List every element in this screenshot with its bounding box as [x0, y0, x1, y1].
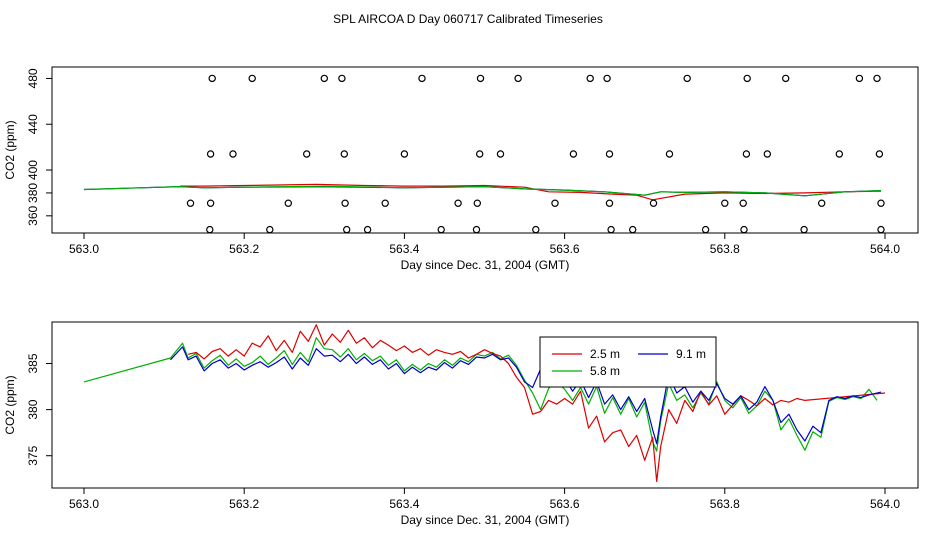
- calibration-point: [208, 74, 216, 83]
- calibration-point: [665, 150, 674, 158]
- calibration-point: [603, 74, 611, 83]
- y-tick-label: 380: [26, 399, 40, 419]
- plot-frame: [51, 66, 919, 234]
- calibration-point: [437, 225, 445, 234]
- series-line-5-8-m: [83, 185, 882, 197]
- calibration-point: [266, 225, 274, 234]
- calibration-point: [381, 199, 389, 207]
- y-tick-label: 375: [26, 445, 40, 465]
- x-axis-label: Day since Dec. 31, 2004 (GMT): [401, 513, 570, 527]
- calibration-point: [877, 199, 885, 207]
- legend-label: 9.1 m: [676, 347, 706, 361]
- y-axis-label: CO2 (ppm): [3, 375, 17, 434]
- x-tick-label: 563.8: [710, 242, 740, 256]
- x-tick-label: 563.6: [550, 242, 580, 256]
- calibration-point: [400, 150, 409, 158]
- calibration-point: [740, 225, 748, 234]
- calibration-point: [206, 199, 215, 207]
- calibration-point: [586, 74, 594, 83]
- x-tick-label: 563.2: [229, 497, 259, 511]
- calibration-point: [782, 74, 790, 83]
- calibration-point: [284, 199, 292, 207]
- calibration-point: [629, 225, 637, 234]
- series-line-2-5-m: [180, 183, 882, 201]
- chart-title: SPL AIRCOA D Day 060717 Calibrated Times…: [333, 12, 603, 26]
- calibration-point: [818, 199, 826, 207]
- series-line-5-8-m: [83, 337, 878, 452]
- calibration-point: [605, 150, 614, 158]
- y-tick-label: 480: [26, 68, 40, 88]
- calibration-point: [739, 199, 747, 207]
- calibration-point: [514, 74, 522, 83]
- y-tick-label: 380: [26, 183, 40, 203]
- legend-label: 5.8 m: [590, 364, 620, 378]
- x-tick-label: 563.0: [69, 242, 99, 256]
- x-tick-label: 563.4: [389, 242, 419, 256]
- calibration-point: [418, 74, 426, 83]
- y-tick-label: 360: [26, 205, 40, 225]
- calibration-point: [496, 150, 505, 158]
- calibration-point: [873, 74, 881, 83]
- y-tick-label: 440: [26, 114, 40, 134]
- calibration-point: [607, 225, 615, 234]
- calibration-point: [320, 74, 328, 83]
- x-tick-label: 563.6: [550, 497, 580, 511]
- calibration-point: [721, 199, 729, 207]
- bottom-panel: 563.0 563.2 563.4 563.6 563.8 564.0 Day since …: [3, 321, 919, 527]
- x-tick-label: 563.0: [69, 497, 99, 511]
- plot-frame: [51, 321, 919, 489]
- x-tick-label: 564.0: [870, 497, 900, 511]
- top-panel: 563.0 563.2 563.4 563.6 563.8 564.0 Day since …: [3, 66, 919, 272]
- x-tick-label: 563.4: [389, 497, 419, 511]
- calibration-point: [343, 225, 351, 234]
- calibration-point: [875, 150, 884, 158]
- calibration-point: [701, 225, 710, 234]
- y-tick-label: 385: [26, 353, 40, 373]
- x-tick-label: 564.0: [870, 242, 900, 256]
- calibration-point: [877, 225, 885, 234]
- series-line-2-5-m: [187, 324, 886, 483]
- calibration-point: [341, 199, 349, 207]
- calibration-point: [800, 225, 808, 234]
- x-axis-label: Day since Dec. 31, 2004 (GMT): [401, 258, 570, 272]
- calibration-point: [649, 199, 658, 207]
- calibration-point: [206, 225, 214, 234]
- calibration-point: [763, 150, 772, 158]
- calibration-point: [229, 150, 237, 158]
- calibration-point: [472, 225, 481, 234]
- calibration-point: [248, 74, 256, 83]
- legend-label: 2.5 m: [590, 347, 620, 361]
- calibration-point: [551, 199, 559, 207]
- calibration-point: [473, 199, 481, 207]
- calibration-point: [338, 74, 346, 83]
- y-tick-label: 400: [26, 160, 40, 180]
- calibration-point: [683, 74, 691, 83]
- calibration-point: [743, 74, 751, 83]
- calibration-point: [186, 199, 195, 207]
- calibration-point: [569, 150, 578, 158]
- legend-box: [539, 336, 717, 388]
- calibration-point: [605, 199, 614, 207]
- calibration-point: [532, 225, 540, 234]
- calibration-point: [476, 150, 484, 158]
- series-line-9-1-m: [170, 346, 882, 445]
- calibration-point: [303, 150, 311, 158]
- x-tick-label: 563.2: [229, 242, 259, 256]
- calibration-point: [340, 150, 348, 158]
- calibration-point: [476, 74, 485, 83]
- calibration-point: [835, 150, 844, 158]
- y-axis-label: CO2 (ppm): [3, 120, 17, 179]
- calibration-point: [855, 74, 864, 83]
- calibration-point: [454, 199, 462, 207]
- calibration-point: [363, 225, 372, 234]
- calibration-point: [742, 150, 751, 158]
- x-tick-label: 563.8: [710, 497, 740, 511]
- legend: 2.5 m 9.1 m 5.8 m: [539, 336, 717, 388]
- calibration-point: [206, 150, 215, 158]
